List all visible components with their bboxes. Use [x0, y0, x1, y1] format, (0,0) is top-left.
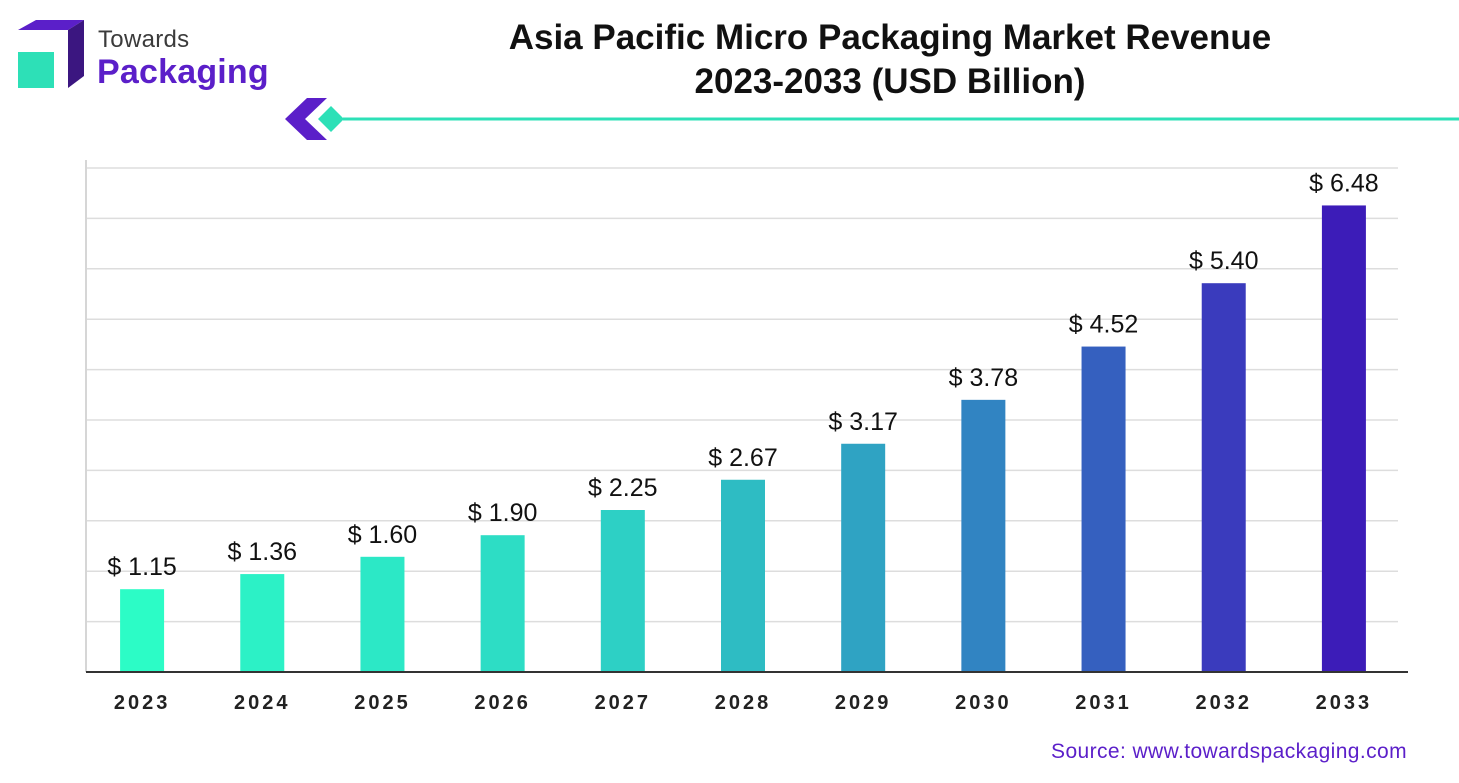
header-divider [285, 98, 1459, 140]
bar-2024 [240, 574, 285, 672]
x-tick-label-2026: 2026 [474, 692, 531, 714]
x-tick-label-2023: 2023 [114, 692, 171, 714]
data-label-2029: $ 3.17 [828, 408, 898, 436]
x-tick-label-2033: 2033 [1316, 692, 1373, 714]
bar-2023 [120, 589, 165, 672]
bar-2030 [961, 399, 1006, 672]
source-text: Source: www.towardspackaging.com [1051, 740, 1407, 763]
data-label-2030: $ 3.78 [949, 364, 1019, 392]
data-label-2027: $ 2.25 [588, 474, 658, 502]
data-label-2028: $ 2.67 [708, 444, 778, 472]
x-tick-label-2028: 2028 [715, 692, 772, 714]
logo-text-packaging: Packaging [97, 53, 269, 91]
bar-2025 [360, 556, 405, 672]
x-tick-label-2029: 2029 [835, 692, 892, 714]
brand-logo: Towards Packaging [18, 20, 278, 100]
logo-cube-icon [18, 20, 84, 88]
bar-2026 [480, 535, 525, 672]
x-tick-label-2032: 2032 [1195, 692, 1252, 714]
data-label-2024: $ 1.36 [228, 538, 298, 566]
x-tick-label-2025: 2025 [354, 692, 411, 714]
x-tick-label-2027: 2027 [595, 692, 652, 714]
chart-title-line2: 2023-2033 (USD Billion) [694, 62, 1086, 101]
data-label-2031: $ 4.52 [1069, 311, 1139, 339]
chart-title: Asia Pacific Micro Packaging Market Reve… [420, 16, 1360, 104]
bar-2027 [600, 510, 645, 672]
bar-2033 [1321, 205, 1366, 672]
bar-2029 [841, 443, 886, 672]
data-label-2032: $ 5.40 [1189, 247, 1259, 275]
data-label-2026: $ 1.90 [468, 499, 538, 527]
divider-chevron-icon [285, 98, 327, 140]
logo-text-towards: Towards [98, 26, 190, 53]
chart-title-line1: Asia Pacific Micro Packaging Market Reve… [508, 18, 1272, 57]
divider-diamond-icon [318, 106, 344, 132]
x-tick-label-2030: 2030 [955, 692, 1012, 714]
bar-2032 [1201, 283, 1246, 672]
bar-2028 [721, 479, 765, 672]
x-tick-label-2024: 2024 [234, 692, 291, 714]
data-label-2023: $ 1.15 [107, 553, 177, 581]
x-tick-label-2031: 2031 [1075, 692, 1132, 714]
data-label-2025: $ 1.60 [348, 521, 418, 549]
data-label-2033: $ 6.48 [1309, 169, 1379, 197]
bar-2031 [1081, 346, 1126, 672]
